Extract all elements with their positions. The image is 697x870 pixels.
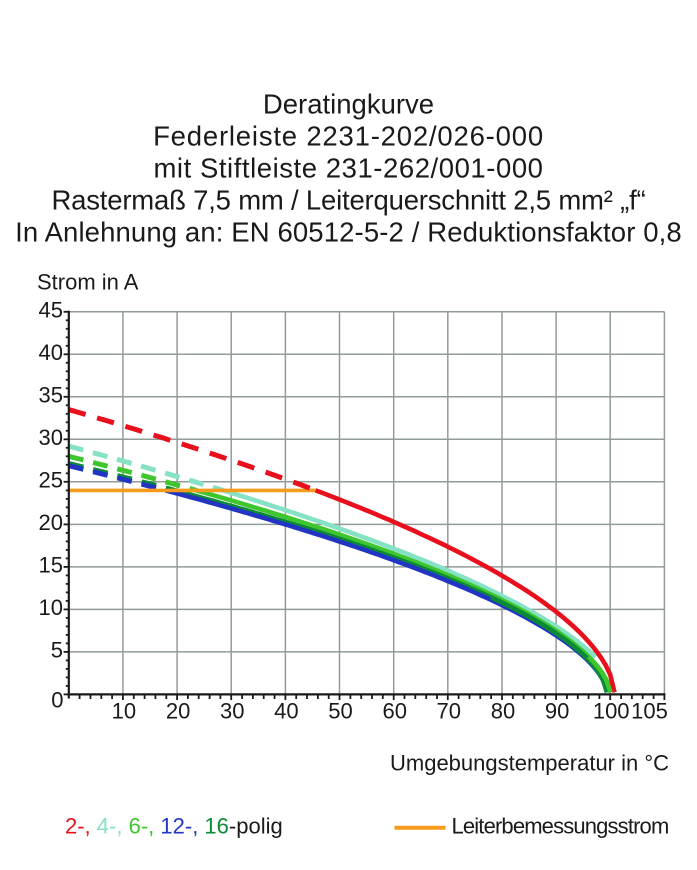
svg-text:10: 10 bbox=[112, 699, 136, 724]
svg-text:10: 10 bbox=[39, 595, 63, 620]
svg-text:30: 30 bbox=[39, 425, 63, 450]
svg-text:Federleiste 2231-202/026-000: Federleiste 2231-202/026-000 bbox=[153, 121, 544, 152]
svg-text:35: 35 bbox=[39, 382, 63, 407]
svg-text:In Anlehnung an: EN 60512-5-2: In Anlehnung an: EN 60512-5-2 / Reduktio… bbox=[15, 217, 682, 248]
svg-text:90: 90 bbox=[545, 699, 569, 724]
svg-text:105: 105 bbox=[631, 699, 668, 724]
svg-text:20: 20 bbox=[39, 510, 63, 535]
svg-text:0: 0 bbox=[51, 688, 63, 713]
svg-text:20: 20 bbox=[166, 699, 190, 724]
svg-text:45: 45 bbox=[39, 297, 63, 322]
svg-text:5: 5 bbox=[51, 637, 63, 662]
svg-text:100: 100 bbox=[593, 699, 630, 724]
svg-text:30: 30 bbox=[220, 699, 244, 724]
svg-text:Strom in A: Strom in A bbox=[37, 270, 139, 295]
svg-text:70: 70 bbox=[437, 699, 461, 724]
svg-text:80: 80 bbox=[491, 699, 515, 724]
svg-text:40: 40 bbox=[274, 699, 298, 724]
svg-text:40: 40 bbox=[39, 340, 63, 365]
svg-text:50: 50 bbox=[328, 699, 352, 724]
svg-text:60: 60 bbox=[382, 699, 406, 724]
svg-text:25: 25 bbox=[39, 467, 63, 492]
svg-text:15: 15 bbox=[39, 552, 63, 577]
svg-text:Deratingkurve: Deratingkurve bbox=[263, 89, 434, 120]
svg-text:Leiterbemessungsstrom: Leiterbemessungsstrom bbox=[452, 814, 669, 839]
svg-text:2-, 4-, 6-, 12-, 16-polig: 2-, 4-, 6-, 12-, 16-polig bbox=[65, 814, 283, 839]
svg-text:Umgebungstemperatur in °C: Umgebungstemperatur in °C bbox=[390, 751, 669, 776]
svg-text:Rastermaß 7,5 mm / Leiterquers: Rastermaß 7,5 mm / Leiterquerschnitt 2,5… bbox=[51, 185, 645, 216]
svg-text:mit Stiftleiste 231-262/001-00: mit Stiftleiste 231-262/001-000 bbox=[153, 153, 543, 184]
